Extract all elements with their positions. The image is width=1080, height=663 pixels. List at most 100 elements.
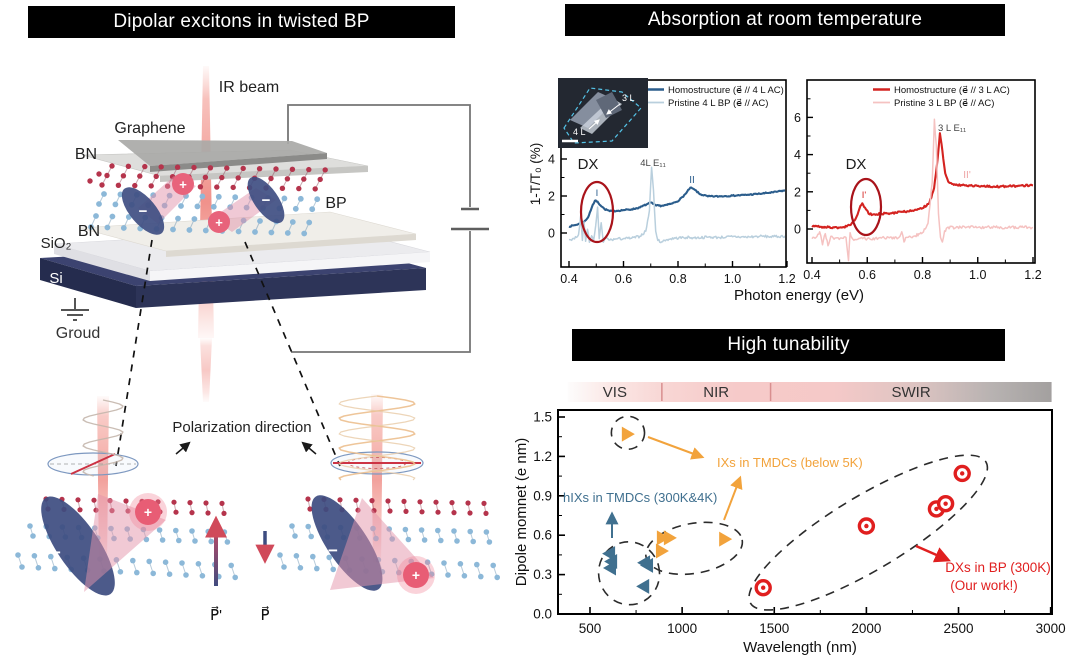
y-tick-label: 0 <box>548 227 555 241</box>
x-tick-label: 1.0 <box>969 268 986 282</box>
band-label: VIS <box>603 384 627 401</box>
y-tick-label: 0.3 <box>533 567 552 582</box>
peak-ii-label: II' <box>963 170 971 181</box>
inset-3l-label: 3 L <box>622 93 635 103</box>
hole-cloud-2 <box>208 211 230 233</box>
panel-title-absorption: Absorption at room temperature <box>565 4 1005 36</box>
bn-top-layer-front <box>160 166 368 182</box>
polarization-ellipse-left <box>47 452 139 476</box>
inset-4l-label: 4 L <box>573 127 586 137</box>
hole-cloud-right-structure <box>403 562 429 588</box>
peak-ii-label: II <box>689 175 695 186</box>
absorption-plots: 0.4 0.6 0.8 1.0 1.2 0 2 4 Homostructure (e⃗ // 4… <box>548 79 1042 286</box>
light-wave-icon <box>338 395 416 481</box>
hole-cloud-left-structure <box>135 499 161 525</box>
series-curve-1 <box>811 118 1034 262</box>
dx-highlight-ellipse <box>849 177 883 237</box>
tunability-plot: VIS NIR SWIR 500 1000 1500 2000 2500 3000 0.0 0.3 0… <box>533 382 1066 636</box>
bn-top-label: BN <box>75 146 97 163</box>
legend-label: Pristine 3 L BP (e⃗ // AC) <box>894 98 994 109</box>
dx-label: DX <box>846 156 867 173</box>
device-schematic <box>40 66 489 566</box>
x-tick-label: 2500 <box>943 621 973 636</box>
scatter-point-dx-bp-dot <box>761 585 766 590</box>
minus-symbol: − <box>51 543 61 562</box>
x-tick-label: 1.2 <box>778 272 795 286</box>
x-tick-label: 500 <box>579 621 602 636</box>
absorption-y-axis-label: 1-T/T₀ (%) <box>528 143 543 206</box>
crystal-structure-excitons: + − + − P⃗' P⃗ <box>41 493 435 624</box>
flake-pointer-icon <box>606 103 621 115</box>
y-tick-label: 0 <box>794 223 801 237</box>
plus-symbol: + <box>412 567 420 583</box>
dx-bp-annotation-line2: (Our work!) <box>950 578 1018 593</box>
scatter-point-ix-tmdc <box>656 530 670 546</box>
group-ellipse <box>610 415 646 450</box>
series-curve-0 <box>568 186 785 228</box>
x-tick-label: 3000 <box>1036 621 1066 636</box>
dx-label: DX <box>578 156 599 173</box>
light-wave-icon <box>338 395 416 481</box>
sio2-layer-front <box>150 252 430 281</box>
sio2-label: SiO₂ <box>41 235 72 252</box>
pointer-arrow-icon <box>175 441 191 455</box>
x-tick-label: 1500 <box>759 621 789 636</box>
circuit-wire-top <box>287 104 471 207</box>
scatter-point-hix-tmdc <box>603 560 617 576</box>
e11-peak-label: 3 L E₁₁ <box>938 123 966 134</box>
ir-beam-ray-lower <box>200 338 212 402</box>
bn-bottom-label: BN <box>78 223 100 240</box>
scatter-point-dx-bp-dot <box>960 471 965 476</box>
panel-title-device: Dipolar excitons in twisted BP <box>28 6 455 38</box>
x-tick-label: 0.6 <box>859 268 876 282</box>
ground-label: Groud <box>56 325 100 342</box>
plus-symbol: + <box>144 504 152 520</box>
light-wave-icon <box>82 399 124 477</box>
legend-label: Homostructure (e⃗ // 3 L AC) <box>894 85 1010 96</box>
ix-pointer-arrow <box>647 436 705 460</box>
scatter-x-axis-label: Wavelength (nm) <box>743 639 857 656</box>
si-label: Si <box>49 270 62 287</box>
flake-pointer-icon <box>588 119 600 130</box>
ix-tmdc-annotation: IXs in TMDCs (below 5K) <box>717 455 863 470</box>
pointer-arrow-icon <box>301 441 317 455</box>
bn-bottom-layer-front <box>166 234 416 257</box>
scatter-y-axis-label: Dipole momnet (e nm) <box>513 438 530 586</box>
graphene-label: Graphene <box>114 120 185 137</box>
minus-symbol: − <box>262 192 271 209</box>
scatter-point-ix-tmdc <box>719 531 733 547</box>
scatter-point-hix-tmdc <box>636 578 650 594</box>
y-tick-label: 0.9 <box>533 488 552 503</box>
hix-tmdc-annotation: hIXs in TMDCs (300K&4K) <box>563 490 717 505</box>
tunability-annotations: Dipole momnet (e nm) Wavelength (nm) hIX… <box>513 436 1051 656</box>
absorption-x-axis-label: Photon energy (eV) <box>734 287 864 304</box>
minus-symbol: − <box>328 541 338 560</box>
graphene-layer <box>118 140 327 166</box>
x-tick-label: 0.8 <box>669 272 686 286</box>
scatter-point-ix-tmdc <box>655 543 669 559</box>
plus-symbol: + <box>179 177 187 192</box>
sio2-layer-side <box>54 244 150 281</box>
legend-label: Homostructure (e⃗ // 4 L AC) <box>668 85 784 96</box>
zoom-connector-right <box>244 241 341 467</box>
device-annotations: + + − − IR beam Graphene BN BP BN SiO₂ S… <box>41 79 424 476</box>
spectral-band-bar <box>567 382 1052 402</box>
x-tick-label: 0.4 <box>560 272 577 286</box>
y-tick-label: 0.6 <box>533 528 552 543</box>
band-label: NIR <box>703 384 729 401</box>
sample-micrograph-inset: 3 L 4 L <box>558 78 648 148</box>
series-curve-0 <box>811 132 1034 230</box>
bp-label: BP <box>325 195 346 212</box>
group-ellipse <box>748 454 989 611</box>
x-tick-label: 2000 <box>851 621 881 636</box>
scatter-point-dx-bp-dot <box>864 523 869 529</box>
y-tick-label: 6 <box>794 111 801 125</box>
x-tick-label: 0.6 <box>615 272 632 286</box>
si-layer-side <box>40 258 136 308</box>
plot-frame <box>557 409 1053 615</box>
circuit-wire-bottom <box>291 231 471 353</box>
scatter-point-dx-bp-dot <box>943 501 948 506</box>
y-tick-label: 2 <box>794 185 801 199</box>
